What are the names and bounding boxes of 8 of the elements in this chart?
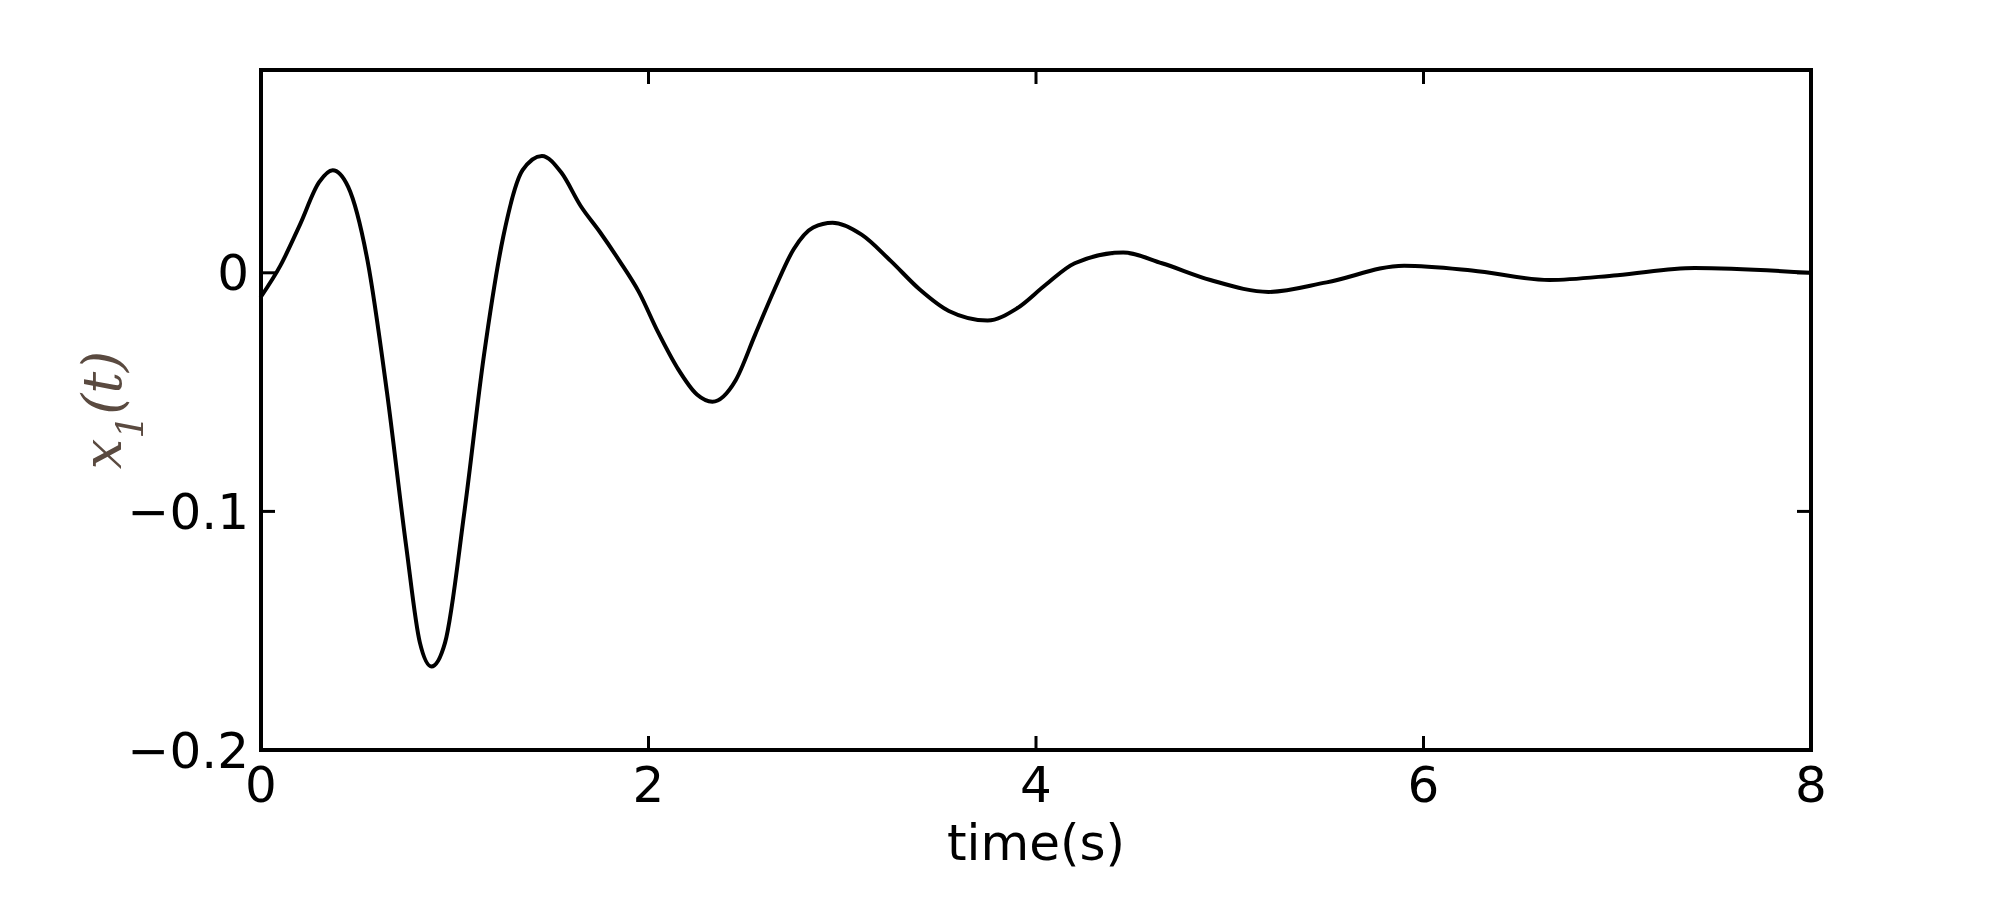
y-tick-label: 0 bbox=[217, 244, 249, 303]
y-tick-label: −0.1 bbox=[127, 482, 249, 541]
x-tick-label: 4 bbox=[1020, 756, 1052, 814]
x-tick-label: 2 bbox=[632, 756, 665, 814]
x-axis-title: time(s) bbox=[946, 814, 1126, 872]
x-tick-label: 8 bbox=[1795, 756, 1827, 814]
y-tick-label: −0.2 bbox=[127, 721, 249, 780]
x-tick-label: 6 bbox=[1407, 756, 1440, 814]
